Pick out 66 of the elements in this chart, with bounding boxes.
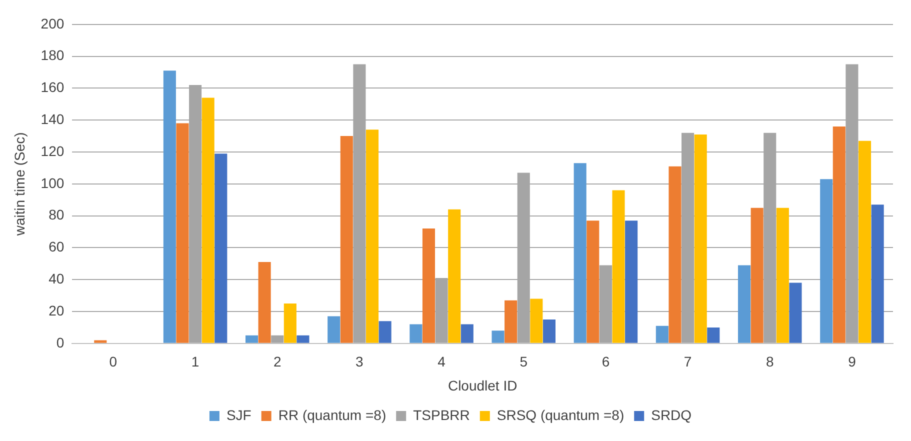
bar	[460, 324, 474, 343]
x-tick-label: 3	[356, 354, 364, 370]
x-tick-label: 7	[684, 354, 692, 370]
bar	[668, 166, 682, 343]
bar	[858, 140, 872, 343]
x-tick-label: 1	[191, 354, 200, 370]
bar	[504, 300, 518, 343]
y-tick-label: 200	[40, 15, 64, 32]
bar	[738, 265, 751, 343]
bar	[750, 208, 764, 343]
y-axis-title: waitin time (Sec)	[11, 132, 28, 237]
bar	[422, 228, 436, 343]
bar	[530, 298, 543, 343]
legend-label: RR (quantum =8)	[278, 406, 386, 423]
bar	[340, 136, 353, 343]
bar	[707, 327, 720, 343]
bar	[328, 316, 340, 343]
bar	[625, 220, 638, 343]
bar	[542, 319, 556, 343]
bar	[448, 209, 461, 343]
x-tick-label: 8	[766, 354, 774, 370]
y-tick-label: 60	[48, 238, 64, 255]
y-tick-label: 0	[56, 334, 64, 350]
bar	[789, 282, 802, 343]
bar	[202, 98, 214, 343]
bar	[284, 304, 296, 343]
bar	[271, 335, 284, 343]
bar	[245, 335, 258, 343]
bar	[258, 262, 271, 343]
bar	[492, 330, 504, 343]
y-tick-label: 20	[48, 302, 64, 318]
y-tick-label: 180	[40, 47, 64, 64]
bar	[776, 208, 789, 343]
bar	[832, 126, 846, 343]
bar	[94, 340, 107, 343]
legend-label: SJF	[226, 406, 252, 423]
x-tick-label: 6	[602, 354, 610, 370]
bar	[586, 220, 600, 343]
y-tick-label: 120	[40, 142, 64, 159]
bar	[163, 70, 176, 343]
x-tick-label: 0	[109, 354, 118, 370]
y-tick-label: 160	[40, 79, 64, 96]
bar	[296, 335, 310, 343]
bar	[366, 130, 379, 343]
y-tick-label: 40	[48, 270, 64, 286]
bar	[612, 190, 625, 343]
y-tick-label: 140	[40, 110, 64, 127]
x-axis-title: Cloudlet ID	[448, 377, 518, 394]
x-tick-label: 4	[438, 354, 446, 370]
bar	[176, 123, 189, 343]
x-tick-label: 2	[273, 354, 282, 370]
x-tick-label: 9	[848, 354, 856, 370]
y-tick-label: 100	[40, 174, 64, 191]
bar	[820, 179, 833, 343]
bar	[694, 134, 707, 343]
legend-label: TSPBRR	[413, 406, 470, 423]
y-tick-label: 80	[48, 206, 64, 223]
bar	[574, 163, 586, 343]
bar	[378, 321, 392, 343]
bar	[214, 154, 228, 343]
legend-label: SRDQ	[651, 406, 692, 423]
legend-label: SRSQ (quantum =8)	[496, 406, 624, 423]
bar	[410, 324, 422, 343]
x-tick-label: 5	[520, 354, 528, 370]
bar	[656, 326, 668, 343]
bar	[871, 204, 884, 343]
